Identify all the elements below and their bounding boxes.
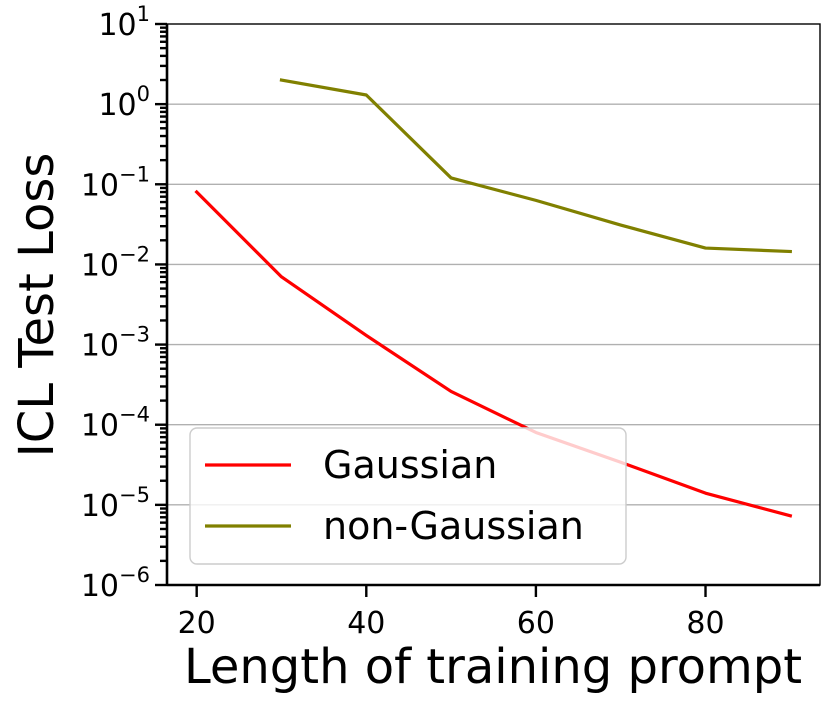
axes: 10−6 10−5 10−4 10−3 10−2 10−1 100 101 20 40 60 80 <box>81 2 821 641</box>
y-tick-label: 10−3 <box>81 323 150 364</box>
legend-label-1: non-Gaussian <box>323 504 584 548</box>
x-tick-label: 40 <box>347 606 385 641</box>
y-tick-label: 10−4 <box>81 403 150 444</box>
y-tick-label: 10−2 <box>81 242 150 283</box>
legend: Gaussian non-Gaussian <box>189 427 627 565</box>
y-tick-label: 10−5 <box>81 483 150 524</box>
legend-label-0: Gaussian <box>323 443 497 487</box>
series-line-1 <box>279 78 792 254</box>
y-axis-label: ICL Test Loss <box>9 153 65 458</box>
series-lines <box>194 78 793 518</box>
x-tick-label: 60 <box>517 606 555 641</box>
series-line-0 <box>194 189 793 518</box>
legend-box <box>189 427 627 565</box>
y-tick-label: 100 <box>98 82 150 123</box>
grid-lines <box>167 103 820 506</box>
y-tick-label: 101 <box>98 2 150 43</box>
y-tick-label: 10−6 <box>81 563 150 604</box>
x-tick-label: 80 <box>686 606 724 641</box>
y-tick-label: 10−1 <box>81 162 150 203</box>
x-tick-label: 20 <box>178 606 216 641</box>
x-axis-label: Length of training prompt <box>184 639 802 695</box>
